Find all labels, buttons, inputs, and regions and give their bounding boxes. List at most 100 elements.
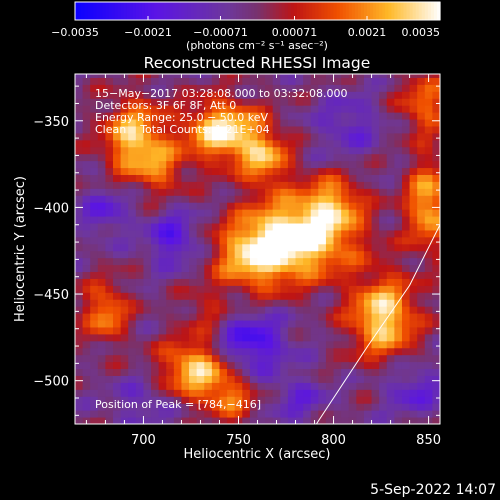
colorbar-cell [151,2,155,20]
heatmap-cell [113,333,122,342]
heatmap-cell [363,174,373,182]
heatmap-cell [280,368,289,376]
heatmap-cell [219,181,228,189]
heatmap-cell [219,285,228,293]
heatmap-cell [166,326,175,335]
heatmap-cell [151,361,160,370]
colorbar-cell [297,2,301,20]
heatmap-cell [166,132,175,141]
heatmap-cell [341,91,350,99]
heatmap-cell [432,153,440,162]
heatmap-cell [394,98,403,106]
heatmap-cell [181,125,190,134]
colorbar-cell [208,2,213,20]
heatmap-cell [348,202,357,210]
heatmap-cell [280,403,289,411]
heatmap-cell [310,174,319,182]
heatmap-cell [219,361,228,370]
heatmap-cell [265,333,274,342]
heatmap-cell [341,326,350,335]
heatmap-cell [341,236,350,245]
colorbar-cell [99,2,103,20]
heatmap-cell [310,105,319,113]
heatmap-cell [249,243,258,252]
heatmap-cell [394,250,403,259]
heatmap-cell [234,181,243,189]
heatmap-cell [75,299,84,307]
heatmap-cell [105,368,114,376]
heatmap-cell [394,285,403,293]
heatmap-cell [82,216,91,224]
heatmap-cell [249,223,258,231]
heatmap-cell [211,146,220,155]
heatmap-cell [303,410,312,418]
heatmap-cell [325,188,335,196]
heatmap-cell [90,389,99,397]
heatmap-cell [371,368,380,376]
heatmap-cell [113,389,122,397]
heatmap-cell [417,299,426,307]
heatmap-cell [325,354,335,363]
heatmap-cell [356,320,365,328]
heatmap-cell [204,326,213,335]
heatmap-cell [219,243,228,252]
heatmap-cell [356,375,365,383]
heatmap-cell [371,354,380,363]
heatmap-cell [287,257,297,266]
heatmap-cell [325,250,335,259]
heatmap-cell [135,285,144,293]
heatmap-cell [409,174,418,182]
heatmap-cell [295,188,304,196]
heatmap-cell [181,146,190,155]
heatmap-cell [401,313,411,321]
heatmap-cell [363,347,373,356]
heatmap-cell [310,209,319,217]
heatmap-cell [356,340,365,349]
heatmap-cell [363,91,373,99]
heatmap-cell [113,306,122,314]
heatmap-cell [348,285,357,293]
heatmap-cell [318,264,327,273]
heatmap-cell [409,285,418,293]
heatmap-cell [105,417,114,424]
heatmap-cell [432,77,440,85]
heatmap-cell [249,320,258,328]
heatmap-cell [82,209,91,217]
heatmap-cell [432,202,440,210]
heatmap-cell [417,236,426,245]
heatmap-cell [181,223,190,231]
heatmap-cell [371,382,380,390]
heatmap-cell [97,112,106,120]
heatmap-cell [143,84,152,92]
heatmap-cell [287,410,297,418]
heatmap-cell [211,326,220,335]
heatmap-cell [105,112,114,120]
heatmap-cell [310,382,319,390]
heatmap-cell [234,354,243,363]
heatmap-cell [242,119,251,127]
heatmap-cell [325,361,335,370]
heatmap-cell [432,403,440,411]
heatmap-cell [333,132,342,141]
heatmap-cell [394,174,403,182]
heatmap-cell [417,77,426,85]
heatmap-cell [242,236,251,245]
heatmap-cell [409,223,418,231]
heatmap-cell [82,119,91,127]
heatmap-cell [379,243,388,252]
heatmap-cell [341,216,350,224]
heatmap-cell [151,340,160,349]
heatmap-cell [143,181,152,189]
heatmap-cell [265,181,274,189]
heatmap-cell [318,285,327,293]
heatmap-cell [158,223,167,231]
heatmap-cell [417,389,426,397]
heatmap-cell [189,112,198,120]
heatmap-cell [219,389,228,397]
heatmap-cell [265,313,274,321]
heatmap-cell [173,174,182,182]
heatmap-cell [371,292,380,300]
heatmap-cell [82,250,91,259]
heatmap-cell [265,347,274,356]
heatmap-cell [318,167,327,175]
